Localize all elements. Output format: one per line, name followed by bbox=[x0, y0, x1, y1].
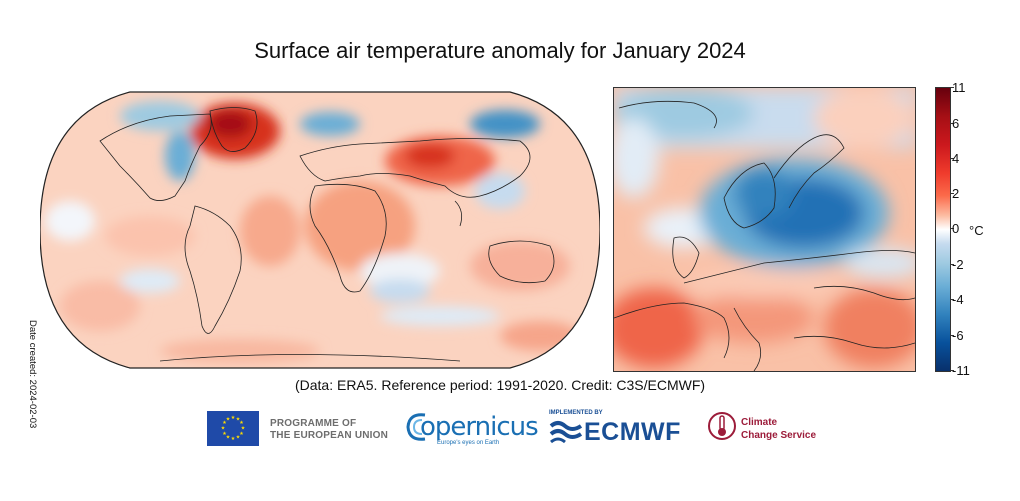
copernicus-logo-text: opernicus bbox=[420, 412, 539, 442]
page-title: Surface air temperature anomaly for Janu… bbox=[254, 38, 746, 63]
europe-anomaly-map bbox=[613, 87, 916, 372]
colorbar-tick-label: 2 bbox=[952, 186, 960, 201]
ecmwf-logo-text: ECMWF bbox=[584, 418, 681, 446]
svg-text:★: ★ bbox=[222, 420, 227, 426]
ecmwf-waves-icon bbox=[549, 421, 583, 444]
copernicus-c-icon bbox=[406, 413, 426, 441]
colorbar-tick-mark bbox=[950, 158, 954, 159]
colorbar-tick-label: 6 bbox=[952, 116, 960, 131]
colorbar-tick-mark bbox=[950, 87, 954, 88]
svg-text:★: ★ bbox=[239, 420, 244, 426]
svg-text:★: ★ bbox=[226, 417, 231, 423]
eu-programme-line2: THE EUROPEAN UNION bbox=[270, 430, 389, 441]
eu-programme-label: PROGRAMME OF THE EUROPEAN UNION bbox=[270, 418, 388, 442]
copernicus-tagline: Europe's eyes on Earth bbox=[437, 440, 500, 446]
svg-text:★: ★ bbox=[241, 426, 246, 432]
svg-text:★: ★ bbox=[226, 435, 231, 441]
svg-text:★: ★ bbox=[231, 436, 236, 442]
colorbar-tick-label: -2 bbox=[952, 257, 964, 272]
svg-text:★: ★ bbox=[222, 431, 227, 437]
svg-text:★: ★ bbox=[221, 426, 226, 432]
colorbar-tick-label: -6 bbox=[952, 328, 964, 343]
colorbar-tick-label: -11 bbox=[952, 363, 970, 378]
colorbar bbox=[935, 87, 951, 372]
svg-text:★: ★ bbox=[231, 415, 236, 421]
c3s-thermometer-icon bbox=[708, 412, 736, 440]
colorbar-tick-mark bbox=[950, 335, 954, 336]
svg-text:★: ★ bbox=[236, 417, 241, 423]
svg-text:★: ★ bbox=[239, 431, 244, 437]
colorbar-tick-mark bbox=[950, 193, 954, 194]
c3s-logo-text: Climate Change Service bbox=[741, 416, 816, 442]
colorbar-tick-label: 11 bbox=[952, 80, 966, 95]
colorbar-tick-label: 0 bbox=[952, 221, 960, 236]
data-credit: (Data: ERA5. Reference period: 1991-2020… bbox=[294, 377, 706, 393]
world-anomaly-map bbox=[40, 91, 600, 369]
colorbar-tick-mark bbox=[950, 370, 954, 371]
colorbar-tick-label: -4 bbox=[952, 292, 964, 307]
colorbar-tick-mark bbox=[950, 264, 954, 265]
colorbar-tick-mark bbox=[950, 228, 954, 229]
c3s-line1: Climate bbox=[741, 417, 778, 428]
colorbar-tick-mark bbox=[950, 123, 954, 124]
colorbar-tick-mark bbox=[950, 299, 954, 300]
svg-text:★: ★ bbox=[236, 435, 241, 441]
eu-flag-icon: ★ ★ ★ ★ ★ ★ ★ ★ ★ ★ ★ ★ bbox=[207, 411, 259, 446]
logo-strip: ★ ★ ★ ★ ★ ★ ★ ★ ★ ★ ★ ★ PROGRAMME OF THE EUROPEA… bbox=[0, 404, 1020, 454]
colorbar-unit: °C bbox=[969, 223, 984, 238]
implemented-by-label: IMPLEMENTED BY bbox=[549, 410, 603, 416]
c3s-line2: Change Service bbox=[741, 430, 817, 441]
colorbar-tick-label: 4 bbox=[952, 151, 960, 166]
eu-programme-line1: PROGRAMME OF bbox=[270, 418, 357, 429]
